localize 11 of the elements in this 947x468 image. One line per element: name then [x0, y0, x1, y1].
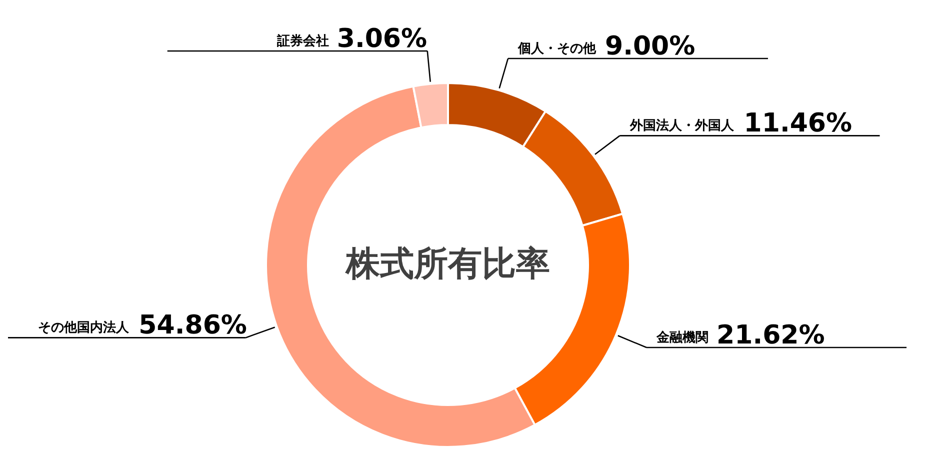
slice-label: 外国法人・外国人 — [628, 118, 735, 134]
data-label: 9.00% — [604, 32, 696, 62]
data-label: 3.06% — [336, 24, 428, 54]
slice-label: 個人・その他 — [516, 42, 597, 57]
data-label: 54.86% — [138, 310, 247, 341]
text: 株式所有比率 — [344, 244, 550, 284]
slice-label: 金融機関 — [656, 330, 709, 346]
data-label: 21.62% — [716, 320, 825, 351]
slice-label: その他国内法人 — [38, 320, 130, 336]
slice-label: 証券会社 — [276, 32, 329, 49]
data-label: 11.46% — [744, 108, 852, 139]
